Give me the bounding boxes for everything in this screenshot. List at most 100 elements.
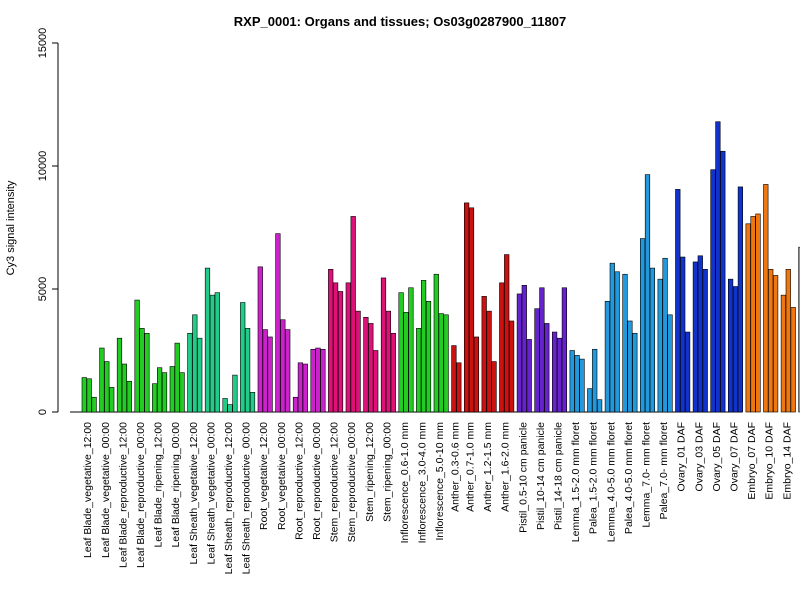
bar [614, 271, 620, 413]
bar [702, 269, 708, 413]
category-label: Palea_7.0- mm floret [658, 422, 670, 520]
bar [363, 316, 369, 413]
y-tick-label: 5000 [37, 277, 49, 301]
bar [627, 320, 633, 413]
category-label: Leaf Blade_reproductive_00:00 [135, 422, 147, 568]
bar [468, 207, 475, 413]
category-label: Anther_1.2-1.5 mm [482, 422, 494, 512]
bar [350, 216, 356, 413]
bar [227, 404, 233, 413]
bar [662, 257, 668, 413]
bar [355, 310, 361, 413]
category-label: Ovary_01 DAF [676, 422, 688, 491]
bar [768, 269, 774, 413]
bar [632, 332, 638, 413]
bar [710, 169, 716, 413]
bar [692, 261, 698, 413]
bar [516, 293, 522, 413]
category-label: Inflorescence_5.0-10 mm [434, 422, 446, 541]
bar [126, 380, 132, 413]
bar [232, 374, 238, 413]
bar [463, 202, 470, 413]
bar [310, 348, 316, 413]
bar [491, 361, 497, 413]
bar [144, 332, 150, 413]
category-label: Leaf Blade_vegetative_12:00 [82, 422, 94, 558]
bar [285, 329, 291, 413]
y-axis-label: Cy3 signal intensity [5, 180, 17, 275]
category-label: Root_reproductive_12:00 [293, 422, 305, 540]
y-axis: 0 5000 10000 15000 [37, 28, 59, 415]
bar [680, 256, 686, 413]
y-tick-label: 0 [37, 409, 49, 415]
bar [675, 189, 681, 413]
bar [473, 336, 480, 413]
category-label: Embryo_28 DAF [799, 422, 800, 500]
bar [504, 254, 510, 413]
bar [179, 372, 185, 413]
category-label: Palea_4.0-5.0 mm floret [623, 422, 635, 534]
bar [416, 328, 422, 413]
category-label: Ovary_05 DAF [711, 422, 723, 491]
bar [561, 287, 567, 413]
bar [320, 348, 326, 413]
bar [368, 323, 374, 413]
bar [780, 294, 786, 413]
category-label: Embryo_10 DAF [764, 422, 776, 500]
bar [245, 328, 251, 413]
bar [609, 262, 615, 413]
bar [715, 121, 721, 413]
category-labels: Leaf Blade_vegetative_12:00 Leaf Blade_ve… [82, 422, 800, 575]
category-label: Embryo_07 DAF [746, 422, 758, 500]
category-label: Ovary_03 DAF [693, 422, 705, 491]
bar [644, 174, 651, 413]
bar [420, 280, 427, 413]
category-label: Leaf Blade_reproductive_12:00 [117, 422, 129, 568]
category-label: Leaf Sheath_vegetative_12:00 [188, 422, 200, 565]
bar [526, 339, 532, 413]
bar [622, 273, 628, 413]
bar [433, 273, 439, 413]
bar [297, 362, 304, 413]
category-label: Stem_ripening_00:00 [381, 422, 393, 522]
bar [438, 313, 444, 413]
bar [104, 361, 110, 413]
bar [249, 392, 256, 413]
bar [443, 314, 449, 413]
category-label: Lemma_4.0-5.0 mm floret [605, 422, 617, 542]
bar [592, 348, 598, 413]
bar [267, 336, 273, 413]
bar [204, 267, 211, 413]
bar [337, 291, 344, 413]
category-label: Pistil_10-14 cm panicle [535, 422, 547, 530]
category-label: Leaf Sheath_reproductive_12:00 [223, 422, 235, 575]
category-label: Lemma_1.5-2.0 mm floret [570, 422, 582, 542]
bar [197, 337, 203, 413]
bar [569, 350, 575, 413]
bar [604, 300, 610, 413]
bar [292, 396, 299, 413]
category-label: Lemma_7.0- mm floret [641, 422, 653, 528]
bar [499, 282, 505, 413]
bar [556, 337, 563, 413]
bar [315, 347, 321, 413]
y-tick-label: 15000 [37, 28, 49, 59]
bar [86, 378, 92, 413]
bar [657, 278, 663, 413]
bar [280, 319, 286, 413]
bar [574, 355, 580, 413]
category-label: Stem_ripening_12:00 [364, 422, 376, 522]
bar [798, 246, 800, 413]
category-label: Leaf Blade_ripening_00:00 [170, 422, 182, 548]
bar [152, 383, 158, 413]
bar [91, 396, 97, 413]
category-label: Pistil_14-18 cm panicle [553, 422, 565, 530]
bar [596, 399, 603, 413]
y-tick-label: 10000 [37, 151, 49, 182]
bar [732, 286, 739, 413]
bar [385, 310, 392, 413]
bar [240, 302, 246, 413]
bar [544, 323, 550, 413]
bar [398, 292, 404, 413]
